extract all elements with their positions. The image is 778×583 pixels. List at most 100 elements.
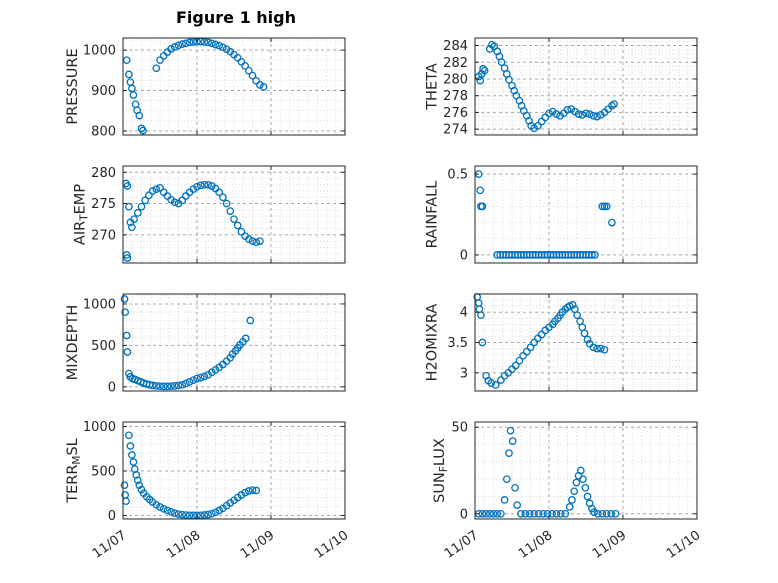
subplot-air-temp: 270 275 280 AIRTEMP	[28, 158, 380, 286]
svg-text:11/10: 11/10	[664, 528, 703, 562]
y-axis-label: AIRTEMP	[73, 184, 91, 245]
axis-box	[474, 165, 698, 264]
y-axis-label: MIXDEPTH	[65, 305, 81, 381]
y-axis-label: SUNFLUX	[432, 438, 450, 503]
svg-text:0: 0	[460, 507, 468, 522]
y-tick-labels: 00.5	[447, 168, 468, 264]
svg-text:4: 4	[460, 306, 468, 321]
y-tick-labels: 0 500 1000	[83, 297, 116, 395]
subplot-rainfall: 0 0.5 RAINFALL	[380, 158, 732, 286]
svg-text:11/09: 11/09	[238, 528, 277, 562]
minor-grid	[475, 422, 697, 519]
tick-marks	[122, 294, 346, 391]
svg-text:11/07: 11/07	[90, 528, 129, 562]
svg-text:900: 900	[91, 84, 116, 99]
minor-grid	[123, 38, 345, 135]
svg-text:282: 282	[443, 56, 468, 71]
y-tick-labels: 0 50	[451, 421, 468, 523]
svg-text:278: 278	[443, 89, 468, 104]
tick-marks	[122, 166, 346, 263]
subplot-sun-flux: 0 50 11/07 11/08 11/09 11/10 SUNFLUX	[380, 414, 732, 583]
y-tick-labels: 0 500 1000	[83, 420, 116, 524]
minor-grid	[123, 166, 345, 263]
svg-text:500: 500	[91, 464, 116, 479]
x-tick-labels: 11/07 11/08 11/09 11/10	[90, 528, 351, 562]
y-tick-labels: 800 900 1000	[83, 44, 116, 140]
y-axis-label: H2OMIXRA	[425, 304, 441, 382]
data-points	[473, 293, 609, 389]
svg-text:11/07: 11/07	[442, 528, 481, 562]
data-points	[120, 295, 255, 391]
svg-text:1000: 1000	[83, 44, 116, 59]
svg-text:3.5: 3.5	[447, 336, 468, 351]
svg-text:276: 276	[443, 106, 468, 121]
svg-text:11/08: 11/08	[164, 528, 203, 562]
svg-text:11/08: 11/08	[516, 528, 555, 562]
axis-box	[474, 421, 698, 520]
tick-marks	[474, 166, 698, 263]
axis-box	[122, 37, 346, 136]
y-tick-labels: 270 275 280	[91, 166, 116, 244]
x-tick-labels: 11/07 11/08 11/09 11/10	[442, 528, 703, 562]
svg-text:11/10: 11/10	[312, 528, 351, 562]
svg-text:0: 0	[460, 248, 468, 263]
tick-marks	[122, 422, 346, 519]
major-grid	[123, 38, 345, 135]
subplot-pressure: 800 900 1000 PRESSURE	[28, 30, 380, 158]
major-grid	[123, 166, 345, 263]
axis-box	[122, 293, 346, 392]
tick-marks	[474, 38, 698, 135]
svg-text:0: 0	[108, 509, 116, 524]
svg-text:275: 275	[91, 197, 116, 212]
data-points	[122, 179, 264, 262]
data-points	[474, 426, 620, 518]
tick-marks	[474, 422, 698, 519]
svg-text:280: 280	[443, 72, 468, 87]
svg-text:0.5: 0.5	[447, 168, 468, 183]
subplot-theta: 274 276 278 280 282 284 THETA	[380, 30, 732, 158]
chart-terr_msl: 0 500 1000 11/07 11/08 11/09 11/10 TERRMSL	[65, 420, 351, 562]
svg-text:50: 50	[451, 421, 468, 436]
svg-text:3: 3	[460, 366, 468, 381]
y-axis-label: THETA	[425, 63, 441, 111]
svg-text:284: 284	[443, 39, 468, 54]
svg-text:280: 280	[91, 166, 116, 181]
svg-text:1000: 1000	[83, 297, 116, 312]
svg-text:0: 0	[108, 380, 116, 395]
y-axis-label: TERRMSL	[65, 438, 83, 504]
subplot-h2omixra: 3 3.5 4 H2OMIXRA	[380, 286, 732, 414]
figure-title: Figure 1 high	[176, 8, 296, 27]
axis-box	[474, 37, 698, 136]
tick-marks	[122, 38, 346, 135]
chart-sun_flux: 0 50 11/07 11/08 11/09 11/10 SUNFLUX	[432, 421, 703, 562]
minor-grid	[123, 294, 345, 391]
subplot-terr-msl: 0 500 1000 11/07 11/08 11/09 11/10 TERRMSL	[28, 414, 380, 583]
svg-text:500: 500	[91, 339, 116, 354]
y-axis-label: PRESSURE	[65, 48, 81, 124]
y-tick-labels: 33.54	[447, 306, 468, 382]
svg-text:11/09: 11/09	[590, 528, 629, 562]
data-points	[120, 431, 261, 520]
subplot-mixdepth: 0 500 1000 MIXDEPTH	[28, 286, 380, 414]
tick-marks	[474, 294, 698, 391]
minor-grid	[475, 166, 697, 263]
svg-text:800: 800	[91, 124, 116, 139]
svg-text:274: 274	[443, 123, 468, 138]
minor-grid	[475, 38, 697, 135]
axis-box	[122, 165, 346, 264]
svg-text:270: 270	[91, 228, 116, 243]
y-axis-label: RAINFALL	[425, 181, 441, 249]
data-points	[474, 170, 616, 259]
major-grid	[123, 422, 345, 519]
data-points	[474, 40, 618, 133]
svg-text:1000: 1000	[83, 420, 116, 435]
subplot-grid: 800 900 1000 PRESSURE 274 276 278 280 282 284 THE…	[28, 30, 732, 583]
